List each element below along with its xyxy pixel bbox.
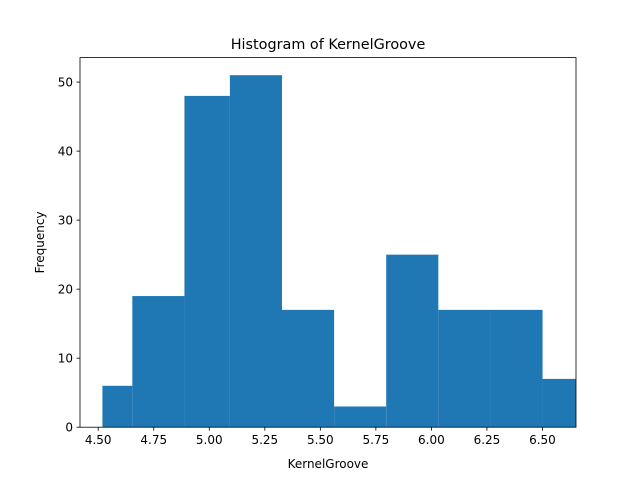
x-tick-label-1: 4.75 <box>140 433 167 447</box>
histogram-bar-7 <box>438 309 491 428</box>
x-tick-label-4: 5.50 <box>307 433 334 447</box>
x-tick-label-7: 6.25 <box>474 433 501 447</box>
x-axis-label: KernelGroove <box>288 457 369 471</box>
histogram-bar-3 <box>229 75 282 428</box>
y-axis-ticks: 0 10 20 30 40 50 <box>58 75 80 434</box>
y-tick-label-4: 40 <box>58 144 73 158</box>
y-tick-label-2: 20 <box>58 282 73 296</box>
histogram-bar-9 <box>542 378 576 428</box>
histogram-bar-4 <box>281 309 335 428</box>
chart-title: Histogram of KernelGroove <box>231 37 426 53</box>
x-tick-label-2: 5.00 <box>196 433 223 447</box>
y-tick-label-5: 50 <box>58 75 73 89</box>
x-tick-label-6: 6.00 <box>418 433 445 447</box>
histogram-bar-5 <box>334 406 387 428</box>
bars-group <box>102 75 576 428</box>
y-axis-label: Frequency <box>33 211 47 273</box>
x-tick-label-8: 6.50 <box>529 433 556 447</box>
x-axis-ticks: 4.50 4.75 5.00 5.25 5.50 5.75 6.00 6.25 6.50 <box>85 427 556 447</box>
histogram-bar-1 <box>132 296 185 428</box>
histogram-bar-2 <box>184 95 230 428</box>
histogram-bar-6 <box>386 254 439 428</box>
x-tick-label-5: 5.75 <box>363 433 390 447</box>
y-tick-label-0: 0 <box>65 420 73 434</box>
x-tick-label-0: 4.50 <box>85 433 112 447</box>
x-tick-label-3: 5.25 <box>251 433 278 447</box>
y-tick-label-3: 30 <box>58 213 73 227</box>
histogram-bar-0 <box>102 385 133 428</box>
histogram-bar-8 <box>490 309 543 428</box>
y-tick-label-1: 10 <box>58 351 73 365</box>
plot-frame <box>79 57 577 428</box>
